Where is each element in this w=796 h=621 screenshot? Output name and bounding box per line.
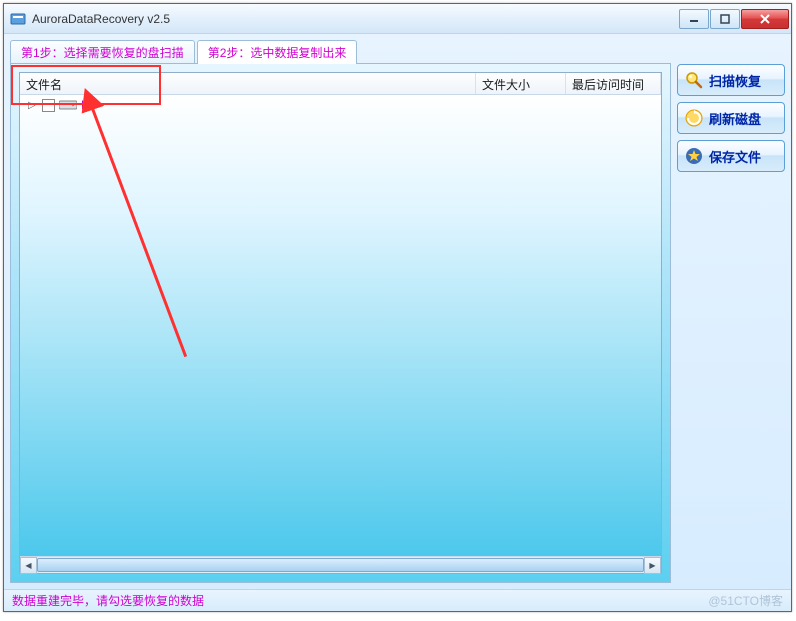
magnifier-icon xyxy=(684,70,704,90)
window-title: AuroraDataRecovery v2.5 xyxy=(32,12,678,26)
sidebar: 扫描恢复 刷新磁盘 保存文件 xyxy=(677,40,785,583)
checkbox[interactable] xyxy=(42,99,55,112)
save-star-icon xyxy=(684,146,704,166)
minimize-button[interactable] xyxy=(679,9,709,29)
app-window: AuroraDataRecovery v2.5 第1步：选择需要恢复的盘扫描 第… xyxy=(3,3,792,612)
scroll-left-button[interactable]: ◀ xyxy=(20,557,37,574)
file-listview: 文件名 文件大小 最后访问时间 ▷ H: ◀ xyxy=(19,72,662,574)
statusbar: 数据重建完毕，请勾选要恢复的数据 @51CTO博客 xyxy=(4,589,791,611)
col-filesize[interactable]: 文件大小 xyxy=(476,73,566,94)
button-label: 保存文件 xyxy=(709,147,761,166)
tab-pane: 文件名 文件大小 最后访问时间 ▷ H: ◀ xyxy=(10,63,671,583)
tab-step2[interactable]: 第2步：选中数据复制出来 xyxy=(197,40,358,64)
scroll-right-button[interactable]: ▶ xyxy=(644,557,661,574)
scroll-thumb[interactable] xyxy=(37,558,644,572)
listview-header: 文件名 文件大小 最后访问时间 xyxy=(20,73,661,95)
button-label: 扫描恢复 xyxy=(709,71,761,90)
tab-step1[interactable]: 第1步：选择需要恢复的盘扫描 xyxy=(10,40,195,64)
col-filename[interactable]: 文件名 xyxy=(20,73,476,94)
client-area: 第1步：选择需要恢复的盘扫描 第2步：选中数据复制出来 文件名 文件大小 最后访… xyxy=(4,34,791,589)
maximize-button[interactable] xyxy=(710,9,740,29)
col-accessed[interactable]: 最后访问时间 xyxy=(566,73,661,94)
app-icon xyxy=(10,11,26,27)
titlebar[interactable]: AuroraDataRecovery v2.5 xyxy=(4,4,791,34)
listview-body[interactable]: ▷ H: xyxy=(20,95,661,556)
expand-icon[interactable]: ▷ xyxy=(28,100,38,111)
scan-recover-button[interactable]: 扫描恢复 xyxy=(677,64,785,96)
horizontal-scrollbar[interactable]: ◀ ▶ xyxy=(20,556,661,573)
status-text: 数据重建完毕，请勾选要恢复的数据 xyxy=(12,592,204,609)
save-file-button[interactable]: 保存文件 xyxy=(677,140,785,172)
tree-item-label: H: xyxy=(81,98,93,112)
drive-icon xyxy=(59,99,77,111)
close-button[interactable] xyxy=(741,9,789,29)
refresh-icon xyxy=(684,108,704,128)
scroll-track[interactable] xyxy=(37,557,644,573)
button-label: 刷新磁盘 xyxy=(709,109,761,128)
main-panel: 第1步：选择需要恢复的盘扫描 第2步：选中数据复制出来 文件名 文件大小 最后访… xyxy=(10,40,671,583)
tab-strip: 第1步：选择需要恢复的盘扫描 第2步：选中数据复制出来 xyxy=(10,40,671,64)
tree-root-item[interactable]: ▷ H: xyxy=(20,95,661,115)
window-controls xyxy=(678,9,789,29)
watermark: @51CTO博客 xyxy=(708,592,783,609)
refresh-disk-button[interactable]: 刷新磁盘 xyxy=(677,102,785,134)
